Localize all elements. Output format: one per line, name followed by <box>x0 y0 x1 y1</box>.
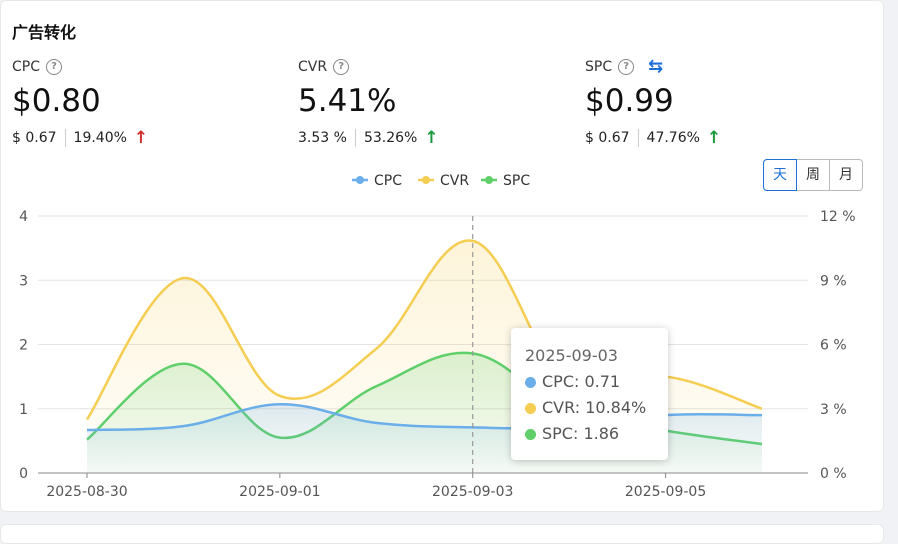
card-title: 广告转化 <box>12 23 77 42</box>
help-icon[interactable]: ? <box>333 59 350 75</box>
metric-value: 5.41% <box>298 83 397 119</box>
metric-value: $0.80 <box>12 83 101 119</box>
x-tick-label: 2025-09-05 <box>625 484 706 500</box>
metric-change: 47.76% <box>646 130 700 146</box>
tooltip-label: CVR: <box>542 398 581 417</box>
metric-prev: $ 0.67 <box>12 130 57 146</box>
dot-icon <box>525 402 536 414</box>
legend-dot-spc <box>485 176 493 184</box>
arrow-up-icon: ↑ <box>133 128 149 148</box>
help-icon[interactable]: ? <box>46 59 62 75</box>
y-right-tick-label: 6 % <box>820 338 847 354</box>
legend-label-cvr: CVR <box>440 173 469 189</box>
y-right-tick-label: 0 % <box>820 466 847 482</box>
y-left-tick-label: 2 <box>19 338 28 354</box>
y-right-tick-label: 12 % <box>820 209 856 225</box>
metric-change: 53.26% <box>363 130 418 146</box>
arrow-up-icon: ↑ <box>424 128 439 148</box>
dot-icon <box>525 376 536 388</box>
metric-change: 19.40% <box>73 130 127 146</box>
x-tick-label: 2025-09-03 <box>432 484 513 500</box>
period-toggle: 天 周 月 <box>763 159 863 191</box>
dot-icon <box>525 428 536 440</box>
tooltip-value: 0.71 <box>584 372 621 391</box>
x-tick-label: 2025-09-01 <box>239 484 320 500</box>
metric-label: CVR <box>298 59 328 75</box>
legend-label-cpc: CPC <box>374 173 402 189</box>
tooltip-label: SPC: <box>542 424 579 443</box>
tooltip-value: 10.84% <box>585 398 647 417</box>
y-left-tick-label: 0 <box>19 466 28 482</box>
tooltip-label: CPC: <box>542 372 580 391</box>
legend-dot-cvr <box>422 176 430 184</box>
legend-label-spc: SPC <box>503 173 530 189</box>
metric-value: $0.99 <box>585 83 674 119</box>
legend-dot-cpc <box>356 176 364 184</box>
tooltip-row-cpc: CPC: 0.71 <box>525 369 668 395</box>
chart: 0 0 % 1 3 % 2 6 % 3 9 % 4 12 % 2025-08-30 2025-09-0… <box>19 173 856 500</box>
help-icon[interactable]: ? <box>618 59 635 75</box>
arrow-up-icon: ↑ <box>706 128 722 148</box>
metric-cpc: CPC? $0.80 $ 0.67 19.40% ↑ <box>12 57 148 148</box>
tooltip-row-spc: SPC: 1.86 <box>525 421 668 447</box>
y-right-tick-label: 3 % <box>820 402 847 418</box>
metric-prev: $ 0.67 <box>585 130 630 146</box>
tooltip-value: 1.86 <box>583 424 620 443</box>
tooltip-row-cvr: CVR: 10.84% <box>525 395 668 421</box>
y-left-tick-label: 1 <box>19 402 28 418</box>
tooltip-date: 2025-09-03 <box>525 346 618 365</box>
x-tick-label: 2025-08-30 <box>46 484 127 500</box>
metric-label: SPC <box>585 59 613 75</box>
metric-spc: SPC? ⇆ $0.99 $ 0.67 47.76% ↑ <box>585 56 722 149</box>
metric-label: CPC <box>12 59 40 75</box>
y-right-tick-label: 9 % <box>820 273 847 289</box>
metric-prev: 3.53 % <box>298 130 347 146</box>
chart-tooltip: 2025-09-03 CPC: 0.71 CVR: 10.84% SPC: 1.… <box>511 328 668 460</box>
metric-cvr: CVR? 5.41% 3.53 % 53.26% ↑ <box>298 57 439 148</box>
y-left-tick-label: 4 <box>19 209 28 225</box>
period-day-button[interactable]: 天 <box>763 159 797 191</box>
swap-icon[interactable]: ⇆ <box>648 56 664 77</box>
y-left-tick-label: 3 <box>19 273 28 289</box>
period-month-button[interactable]: 月 <box>829 159 863 191</box>
